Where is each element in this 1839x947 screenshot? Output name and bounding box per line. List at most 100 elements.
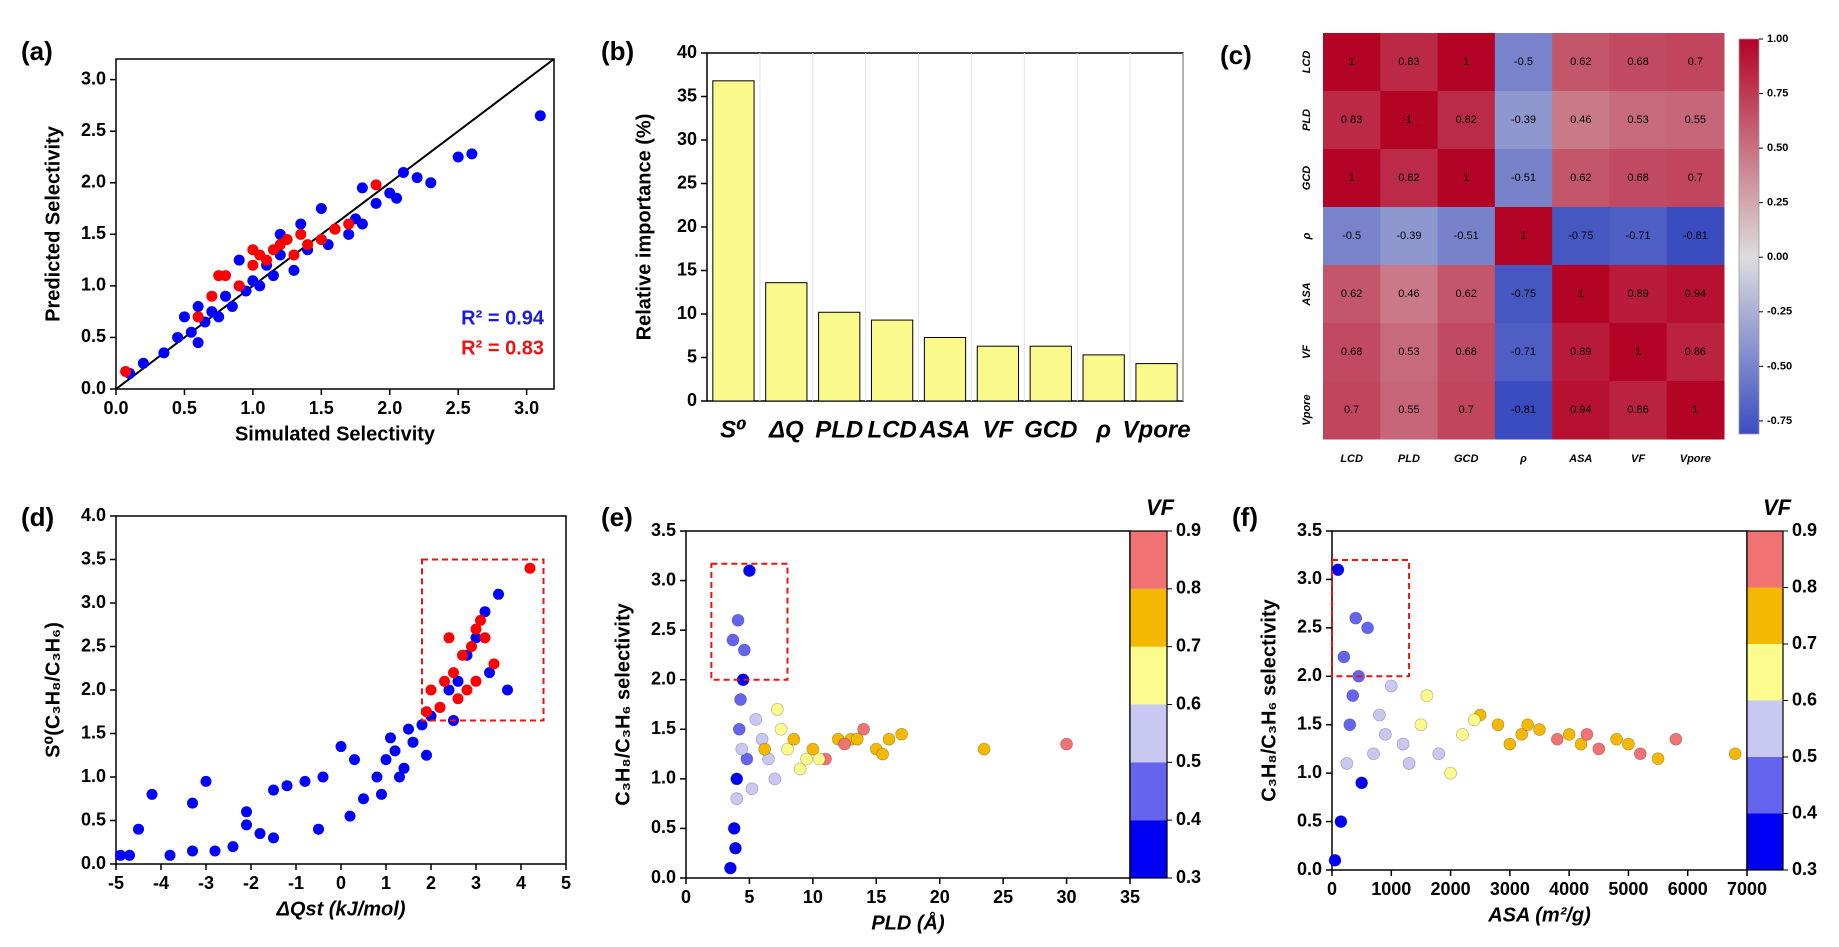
point (452, 675, 464, 687)
heatmap-cell (1380, 149, 1439, 208)
point (233, 254, 245, 266)
y-category-label: VF (1301, 345, 1313, 359)
cell-label: -0.71 (1626, 230, 1651, 242)
heatmap-cell (1552, 91, 1610, 150)
point (1651, 752, 1665, 766)
colorbar-tick-label: 0.6 (1176, 693, 1201, 713)
point (434, 701, 446, 713)
point (457, 649, 468, 661)
point (391, 192, 403, 204)
point (213, 270, 225, 282)
point (1337, 650, 1351, 664)
point (1515, 728, 1529, 741)
x-tick-label: 30 (1057, 887, 1077, 907)
point (288, 264, 300, 276)
point (439, 675, 450, 687)
cell-label: 1 (1349, 172, 1355, 184)
x-category-label: ρ (1519, 453, 1527, 465)
point (475, 614, 486, 626)
heatmap-cell (1494, 207, 1553, 266)
x-category-label: PLD (1398, 453, 1420, 465)
point (227, 841, 239, 853)
cell-label: 0.83 (1341, 114, 1362, 126)
x-tick-label: 3 (471, 873, 481, 893)
x-tick-label: 35 (1120, 887, 1140, 907)
heatmap-cell (1552, 149, 1610, 208)
point (380, 754, 392, 766)
x-tick-label: PLD (815, 416, 863, 443)
heatmap-cell (1552, 33, 1610, 92)
point (200, 775, 212, 787)
point (724, 861, 737, 875)
point (466, 148, 478, 160)
point (425, 684, 437, 696)
cell-label: 0.7 (1688, 172, 1703, 184)
cell-label: -0.5 (1514, 56, 1533, 68)
panel-label: (e) (601, 502, 633, 532)
point (470, 623, 482, 635)
x-tick-label: 10 (803, 887, 823, 907)
heatmap-cell (1494, 381, 1553, 440)
plot-frame (685, 530, 1131, 879)
point (261, 254, 273, 266)
x-tick-label: 4000 (1549, 879, 1589, 899)
y-tick-label: 3.5 (651, 520, 676, 540)
point (299, 775, 311, 787)
y-category-label: LCD (1301, 51, 1313, 74)
panel-label: (c) (1220, 40, 1252, 70)
annotation: R² = 0.83 (461, 337, 544, 359)
point (443, 684, 455, 696)
point (146, 788, 158, 800)
point (743, 564, 756, 578)
x-tick-label: -4 (153, 873, 169, 893)
y-tick-label: 0.5 (651, 817, 676, 837)
point (356, 218, 368, 230)
point (376, 788, 387, 800)
colorbar-tick-label: 0.8 (1176, 578, 1201, 598)
heatmap-cell (1609, 323, 1668, 382)
heatmap-cell (1666, 149, 1725, 208)
y-tick-label: 1.0 (81, 275, 106, 295)
bar (976, 345, 1020, 402)
bar (818, 311, 861, 402)
point (1060, 737, 1073, 751)
heatmap-cell (1437, 33, 1496, 92)
cell-label: 1 (1463, 172, 1469, 184)
heatmap-cell (1494, 149, 1553, 208)
point (729, 841, 742, 855)
heatmap-cell (1666, 207, 1725, 266)
x-tick-label: 5 (561, 873, 571, 893)
y-tick-label: 0.5 (1297, 810, 1322, 830)
point (734, 693, 747, 706)
point (1367, 747, 1380, 761)
y-tick-label: 30 (677, 129, 697, 149)
point (1420, 689, 1434, 703)
y-tick-label: 0.5 (81, 326, 106, 346)
point (385, 732, 396, 744)
point (732, 722, 746, 736)
heatmap-cell (1609, 149, 1668, 208)
cell-label: 0.62 (1570, 172, 1591, 184)
y-tick-label: 3.5 (81, 548, 106, 568)
y-axis-label: Relative importance (%) (633, 114, 655, 341)
point (206, 290, 218, 302)
y-tick-label: 2.0 (81, 172, 106, 192)
point (1728, 747, 1742, 761)
colorbar-tick-label: 0.50 (1767, 142, 1788, 154)
point (268, 832, 279, 844)
y-tick-label: 0.0 (81, 853, 106, 873)
point (1432, 747, 1446, 761)
point (192, 301, 204, 312)
point (1580, 728, 1594, 741)
y-tick-label: 25 (677, 172, 697, 192)
cell-label: 0.82 (1398, 172, 1419, 184)
colorbar-segment (1747, 531, 1783, 588)
cell-label: 0.7 (1459, 404, 1474, 416)
point (295, 218, 307, 230)
y-tick-label: 3.0 (651, 569, 676, 589)
point (411, 172, 423, 184)
heatmap-cell (1323, 33, 1381, 92)
point (425, 177, 437, 189)
x-tick-label: 1.5 (309, 398, 334, 418)
heatmap-cell (1437, 149, 1496, 208)
